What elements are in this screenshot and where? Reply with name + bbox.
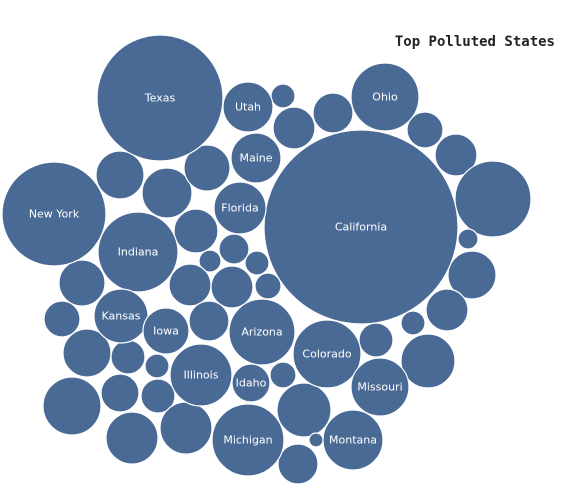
bubble-label-texas: Texas [144,92,176,105]
bubble-label-utah: Utah [235,101,261,114]
bubble-label-iowa: Iowa [153,325,179,338]
bubble-label-idaho: Idaho [236,377,267,390]
bubble-utah[interactable] [222,81,274,133]
bubble-label-indiana: Indiana [118,246,159,259]
bubble-california[interactable] [263,129,459,325]
bubble-unlabeled-5[interactable] [454,160,532,238]
bubble-unlabeled-21[interactable] [425,288,469,332]
bubble-label-maine: Maine [239,152,272,165]
bubble-montana[interactable] [322,409,384,471]
bubble-unlabeled-7[interactable] [141,167,193,219]
bubble-idaho[interactable] [231,363,271,403]
bubble-label-arizona: Arizona [241,326,282,339]
bubble-unlabeled-13[interactable] [457,228,479,250]
chart-title: Top Polluted States [394,34,555,50]
bubble-michigan[interactable] [211,403,285,477]
bubble-label-kansas: Kansas [102,310,141,323]
bubble-unlabeled-1[interactable] [272,106,316,150]
bubble-unlabeled-33[interactable] [159,401,213,455]
bubble-label-montana: Montana [329,434,377,447]
bubble-texas[interactable] [96,34,224,162]
bubble-unlabeled-3[interactable] [406,111,444,149]
bubble-unlabeled-2[interactable] [312,92,354,134]
bubble-unlabeled-27[interactable] [400,333,456,389]
bubble-label-missouri: Missouri [357,381,402,394]
bubble-arizona[interactable] [228,298,296,366]
bubble-unlabeled-36[interactable] [277,443,319,485]
bubble-unlabeled-14[interactable] [447,250,497,300]
bubble-unlabeled-19[interactable] [43,300,81,338]
bubble-label-michigan: Michigan [223,434,272,447]
bubble-unlabeled-29[interactable] [42,376,102,436]
bubble-unlabeled-8[interactable] [183,144,231,192]
bubble-unlabeled-9[interactable] [173,208,219,254]
bubble-unlabeled-10[interactable] [218,233,250,265]
bubble-illinois[interactable] [169,343,233,407]
bubble-label-florida: Florida [221,202,258,215]
bubble-unlabeled-0[interactable] [270,83,296,109]
bubble-unlabeled-15[interactable] [58,259,106,307]
bubble-iowa[interactable] [142,307,190,355]
bubble-unlabeled-30[interactable] [100,373,140,413]
bubble-unlabeled-12[interactable] [244,250,270,276]
bubble-unlabeled-35[interactable] [308,432,324,448]
bubble-unlabeled-32[interactable] [276,382,332,438]
bubble-new-york[interactable] [1,161,107,267]
bubble-label-new-york: New York [29,208,80,221]
bubble-label-california: California [335,221,387,234]
bubble-unlabeled-25[interactable] [110,339,146,375]
bubble-label-illinois: Illinois [184,369,219,382]
bubble-missouri[interactable] [350,357,410,417]
bubble-unlabeled-17[interactable] [210,265,254,309]
bubble-unlabeled-4[interactable] [434,133,478,177]
bubble-florida[interactable] [213,181,267,235]
bubble-unlabeled-22[interactable] [400,310,426,336]
bubble-unlabeled-23[interactable] [358,322,394,358]
bubble-label-ohio: Ohio [372,91,398,104]
bubble-unlabeled-31[interactable] [140,378,176,414]
bubble-unlabeled-34[interactable] [105,411,159,465]
bubble-colorado[interactable] [292,319,362,389]
bubble-indiana[interactable] [97,211,179,293]
bubble-unlabeled-11[interactable] [198,249,222,273]
bubble-unlabeled-16[interactable] [168,263,212,307]
bubble-maine[interactable] [230,132,282,184]
bubble-unlabeled-28[interactable] [269,361,297,389]
bubble-unlabeled-6[interactable] [95,150,145,200]
bubble-label-colorado: Colorado [302,348,351,361]
bubble-unlabeled-26[interactable] [144,353,170,379]
bubble-unlabeled-20[interactable] [188,300,230,342]
bubble-unlabeled-18[interactable] [254,272,282,300]
bubble-ohio[interactable] [350,62,420,132]
